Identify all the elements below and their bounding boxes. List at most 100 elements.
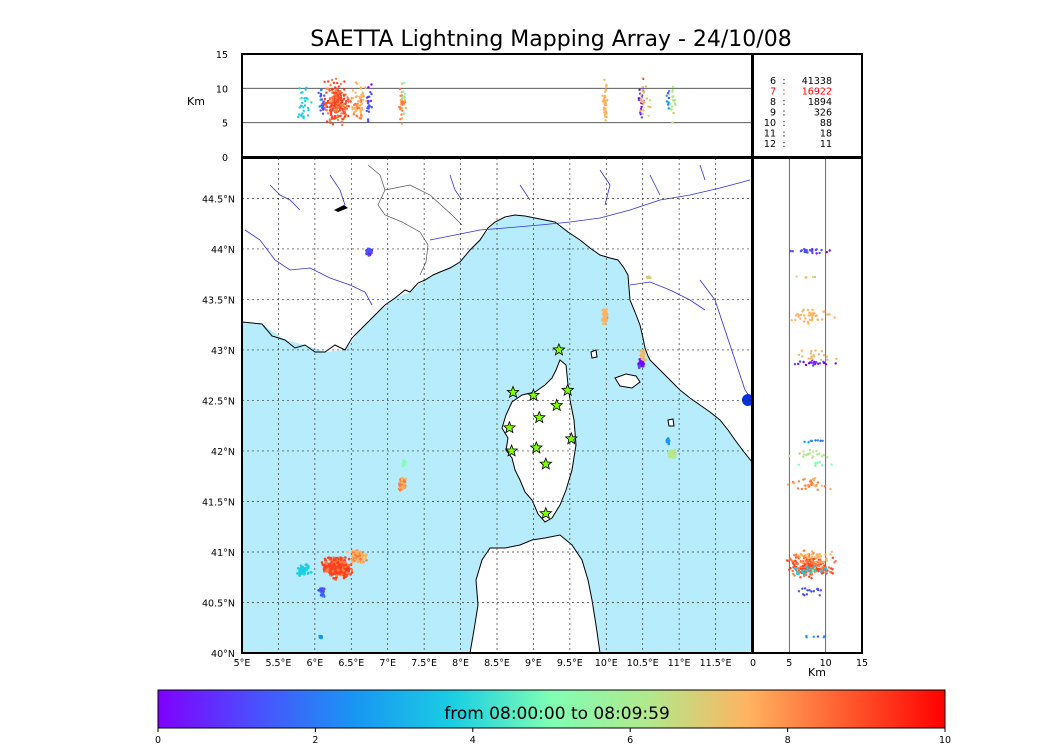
altitude-lon-point: [356, 95, 358, 97]
altitude-lon-point: [401, 100, 403, 102]
altitude-lon-point: [329, 98, 331, 100]
altitude-lat-point: [816, 248, 818, 250]
altitude-lat-point: [804, 587, 806, 589]
map-x-tick-label: 10.5°E: [627, 658, 659, 669]
altitude-lat-point: [794, 363, 796, 365]
lightning-source-point: [669, 456, 672, 459]
map-x-tick-label: 8.5°E: [484, 658, 510, 669]
altitude-lon-point: [338, 96, 340, 98]
altitude-lon-point: [300, 114, 302, 116]
altitude-lon-point: [604, 96, 606, 98]
altitude-lon-point: [304, 104, 306, 106]
altitude-lat-point: [810, 350, 812, 352]
legend-station-count-value: 88: [820, 118, 832, 129]
altitude-lat-point: [820, 359, 822, 361]
altitude-lon-point: [351, 106, 353, 108]
lightning-source-point: [365, 553, 368, 556]
lightning-source-point: [646, 276, 649, 279]
altitude-lat-point: [817, 588, 819, 590]
altitude-lon-point: [359, 117, 361, 119]
right-panel-x-tick-label: 15: [856, 658, 868, 669]
altitude-lat-point: [832, 572, 834, 574]
altitude-lat-point: [802, 456, 804, 458]
altitude-lat-point: [826, 456, 828, 458]
lightning-source-point: [296, 572, 299, 575]
altitude-lon-point: [645, 85, 647, 87]
altitude-lon-point: [329, 89, 331, 91]
altitude-lat-point: [794, 319, 796, 321]
altitude-lat-point: [817, 439, 819, 441]
altitude-lat-point: [811, 556, 813, 558]
altitude-lat-point: [826, 356, 828, 358]
lightning-source-point: [360, 551, 363, 554]
altitude-lat-point: [817, 319, 819, 321]
lightning-source-point: [337, 569, 340, 572]
altitude-lat-point: [808, 576, 810, 578]
altitude-lon-point: [367, 101, 369, 103]
altitude-lat-point: [835, 358, 837, 360]
altitude-lon-point: [329, 101, 331, 103]
legend-separator: :: [782, 97, 785, 108]
station-count-legend: 6:413387:169228:18949:32610:8811:1812:11: [753, 54, 862, 157]
altitude-lat-point: [806, 570, 808, 572]
lightning-source-point: [343, 577, 346, 580]
map-x-tick-label: 9°E: [525, 658, 542, 669]
lightning-source-point: [304, 567, 307, 570]
altitude-lat-point: [818, 453, 820, 455]
lightning-source-point: [328, 571, 331, 574]
altitude-lon-point: [671, 121, 673, 123]
legend-separator: :: [782, 108, 785, 119]
altitude-lon-point: [341, 109, 343, 111]
altitude-lon-point: [303, 110, 305, 112]
altitude-lat-point: [815, 314, 817, 316]
altitude-lon-point: [329, 106, 331, 108]
altitude-lat-point: [826, 251, 828, 253]
altitude-lon-point: [649, 106, 651, 108]
altitude-lat-point: [808, 564, 810, 566]
altitude-lon-point: [605, 88, 607, 90]
altitude-lon-point: [331, 79, 333, 81]
lightning-source-point: [323, 564, 326, 567]
lightning-source-point: [334, 568, 337, 571]
altitude-lat-point: [804, 572, 806, 574]
altitude-lat-point: [803, 453, 805, 455]
altitude-lon-point: [357, 100, 359, 102]
altitude-lat-point: [818, 353, 820, 355]
altitude-lat-point: [798, 452, 800, 454]
altitude-lon-point: [640, 94, 642, 96]
altitude-lat-point: [818, 252, 820, 254]
altitude-lon-point: [336, 99, 338, 101]
altitude-lat-point: [796, 571, 798, 573]
altitude-lon-point: [339, 109, 341, 111]
altitude-lon-point: [333, 118, 335, 120]
lightning-source-point: [323, 588, 326, 591]
altitude-lat-point: [807, 323, 809, 325]
lightning-source-point: [399, 488, 402, 491]
altitude-lon-point: [332, 123, 334, 125]
altitude-lon-point: [641, 77, 643, 79]
altitude-lat-point: [814, 561, 816, 563]
lightning-source-point: [301, 567, 304, 570]
altitude-lat-point: [789, 558, 791, 560]
altitude-lon-point: [320, 95, 322, 97]
chart-title: SAETTA Lightning Mapping Array - 24/10/0…: [310, 27, 791, 52]
altitude-lat-point: [797, 487, 799, 489]
altitude-lon-point: [642, 86, 644, 88]
altitude-lat-point: [813, 479, 815, 481]
altitude-lon-point: [347, 98, 349, 100]
altitude-lon-point: [640, 106, 642, 108]
altitude-lat-point: [835, 362, 837, 364]
altitude-lon-point: [672, 86, 674, 88]
altitude-lat-point: [803, 549, 805, 551]
altitude-lon-point: [642, 103, 644, 105]
altitude-lon-point: [399, 95, 401, 97]
altitude-lat-point: [806, 251, 808, 253]
right-panel-x-tick-label: 5: [786, 658, 792, 669]
lightning-source-point: [346, 567, 349, 570]
altitude-lat-point: [798, 480, 800, 482]
altitude-lat-point: [819, 594, 821, 596]
lightning-source-point: [605, 312, 608, 315]
lightning-source-point: [321, 561, 324, 564]
altitude-lat-point: [812, 276, 814, 278]
altitude-lat-point: [799, 576, 801, 578]
